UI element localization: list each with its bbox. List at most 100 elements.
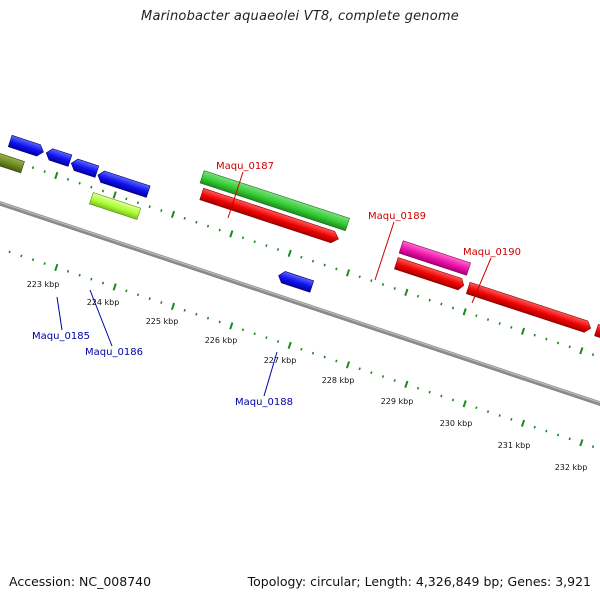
lower-ruler-minor-tick <box>358 367 361 371</box>
lower-ruler-minor-tick <box>393 379 396 382</box>
tick-label-230: 230 kbp <box>440 419 473 428</box>
upper-ruler-major-tick <box>287 249 292 258</box>
lower-ruler-minor-tick <box>78 273 81 277</box>
lower-ruler-minor-tick <box>568 437 571 441</box>
upper-ruler-minor-tick <box>440 302 443 306</box>
genome-backbone <box>0 200 600 407</box>
lower-ruler-minor-tick <box>311 351 315 355</box>
label-maqu-0185[interactable]: Maqu_0185 <box>32 331 90 342</box>
genome-summary-text: Topology: circular; Length: 4,326,849 bp… <box>247 574 591 589</box>
upper-ruler-minor-tick <box>486 318 490 321</box>
lower-ruler-major-tick <box>170 302 176 311</box>
upper-ruler-minor-tick <box>125 197 128 201</box>
upper-ruler-minor-tick <box>265 244 268 247</box>
tick-label-232: 232 kbp <box>555 463 588 472</box>
gene-maqu-0189[interactable] <box>398 240 471 276</box>
tick-label-225: 225 kbp <box>146 317 179 326</box>
label-maqu-0190[interactable]: Maqu_0190 <box>463 247 521 258</box>
gene-maqu-0190-cds[interactable] <box>465 281 592 334</box>
lower-ruler-minor-tick <box>300 347 303 351</box>
upper-ruler-major-tick <box>520 327 526 335</box>
gene-maqu-0188[interactable] <box>277 270 315 293</box>
tick-label-224: 224 kbp <box>87 298 120 307</box>
upper-ruler-major-tick <box>112 191 117 199</box>
upper-ruler-minor-tick <box>498 322 501 325</box>
lower-ruler-minor-tick <box>475 406 478 410</box>
upper-ruler-minor-tick <box>195 220 198 224</box>
upper-ruler-major-tick <box>579 347 584 355</box>
gene-olive[interactable] <box>0 150 25 174</box>
upper-ruler-major-tick <box>229 230 234 238</box>
label-leaders <box>56 171 492 397</box>
lower-ruler-minor-tick <box>265 336 268 339</box>
tick-label-226: 226 kbp <box>205 336 238 345</box>
lower-ruler-minor-tick <box>545 429 548 433</box>
lower-ruler-minor-tick <box>241 328 245 332</box>
lower-ruler-major-tick <box>404 380 409 389</box>
upper-ruler-minor-tick <box>300 255 303 259</box>
lower-ruler-minor-tick <box>195 312 198 316</box>
tick-label-223: 223 kbp <box>27 280 60 289</box>
tick-label-229: 229 kbp <box>381 397 414 406</box>
upper-ruler-minor-tick <box>78 181 81 185</box>
gene-maqu-0186[interactable] <box>89 192 142 220</box>
upper-ruler-major-tick <box>345 269 351 277</box>
upper-ruler-minor-tick <box>393 287 396 290</box>
upper-ruler-minor-tick <box>451 306 455 310</box>
lower-ruler-minor-tick <box>591 445 595 449</box>
lower-ruler-minor-tick <box>218 320 221 324</box>
accession-text: Accession: NC_008740 <box>9 574 152 589</box>
lower-ruler-minor-tick <box>90 277 93 281</box>
gene-maqu-0185-c[interactable] <box>96 169 151 198</box>
gene-maqu-0185-a[interactable] <box>44 147 73 167</box>
upper-ruler-minor-tick <box>323 263 326 267</box>
lower-ruler-major-tick <box>54 263 59 272</box>
upper-ruler-dots <box>0 152 595 357</box>
lower-ruler-dots <box>0 244 595 449</box>
upper-ruler-minor-tick <box>335 267 338 271</box>
lower-ruler-minor-tick <box>183 308 186 312</box>
lower-ruler-minor-tick <box>31 258 35 262</box>
lower-ruler-minor-tick <box>533 425 536 429</box>
genome-backbone-highlight <box>0 201 600 404</box>
upper-ruler-minor-tick <box>591 353 595 357</box>
lower-ruler-minor-tick <box>556 433 560 437</box>
upper-ruler-minor-tick <box>43 170 46 173</box>
lower-ruler-minor-tick <box>276 340 280 343</box>
upper-ruler-minor-tick <box>90 185 93 189</box>
gene-maqu-0189-cds[interactable] <box>394 257 465 292</box>
gene-maqu-0185-b[interactable] <box>69 158 100 178</box>
upper-ruler-minor-tick <box>358 275 361 279</box>
upper-ruler-minor-tick <box>381 283 385 286</box>
lower-ruler-minor-tick <box>253 332 256 336</box>
lower-ruler-minor-tick <box>206 316 210 320</box>
lower-ruler-minor-tick <box>323 355 326 359</box>
tick-label-231: 231 kbp <box>498 441 531 450</box>
label-maqu-0189[interactable]: Maqu_0189 <box>368 211 426 222</box>
gene-blue-left[interactable] <box>7 134 45 157</box>
label-maqu-0187[interactable]: Maqu_0187 <box>216 161 274 172</box>
label-maqu-0188[interactable]: Maqu_0188 <box>235 397 293 408</box>
lower-ruler-minor-tick <box>510 418 513 421</box>
lower-ruler-minor-tick <box>136 293 140 297</box>
lower-ruler-minor-tick <box>125 289 128 293</box>
upper-ruler-minor-tick <box>416 294 420 298</box>
gene-red-offscreen[interactable] <box>594 324 600 362</box>
lower-ruler-major-tick <box>345 361 351 369</box>
lower-ruler-major-tick <box>287 341 292 350</box>
label-maqu-0186[interactable]: Maqu_0186 <box>85 347 143 358</box>
gene-maqu-0187[interactable] <box>199 170 350 232</box>
lower-ruler-major-tick <box>520 419 526 427</box>
lower-ruler-minor-tick <box>440 394 443 398</box>
upper-ruler-minor-tick <box>568 345 571 349</box>
map-title: Marinobacter aquaeolei VT8, complete gen… <box>141 9 459 24</box>
upper-ruler-minor-tick <box>148 205 151 209</box>
upper-ruler-minor-tick <box>545 337 548 341</box>
lower-ruler-minor-tick <box>428 390 431 394</box>
gene-maqu-0187-cds[interactable] <box>199 187 341 244</box>
lower-ruler-minor-tick <box>451 398 455 402</box>
lower-ruler-minor-tick <box>20 254 23 258</box>
upper-ruler-minor-tick <box>510 326 513 329</box>
upper-ruler-minor-tick <box>66 177 70 181</box>
lower-ruler-minor-tick <box>43 262 46 265</box>
